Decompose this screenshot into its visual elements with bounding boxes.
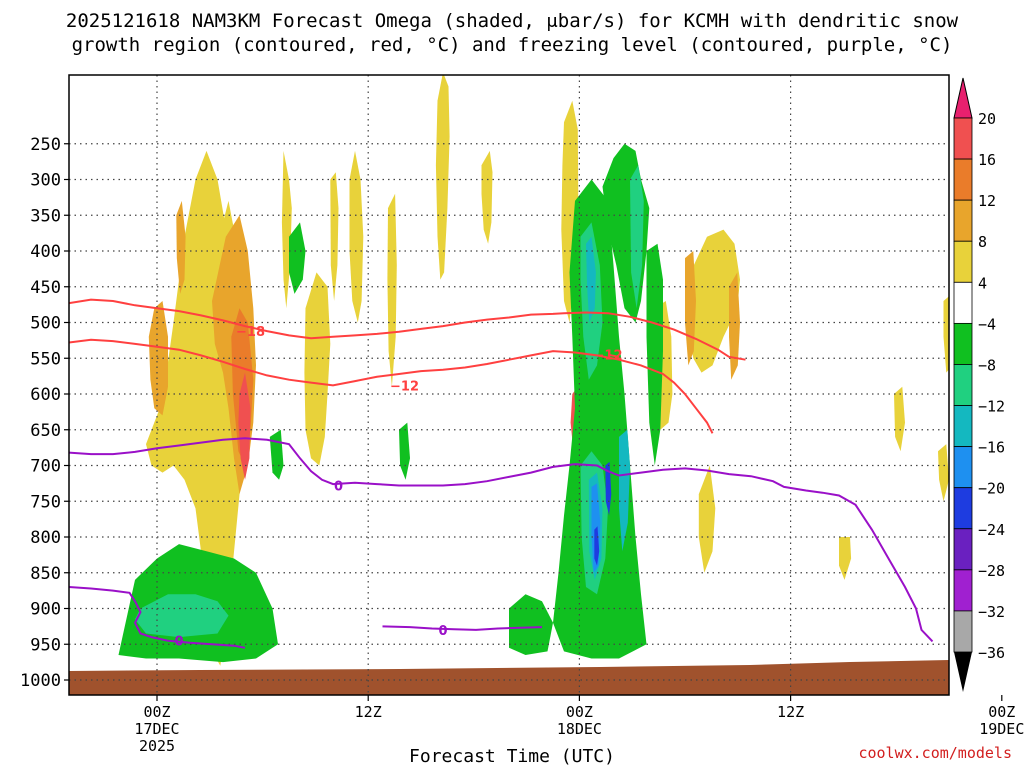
x-axis-title: Forecast Time (UTC) [409, 746, 615, 767]
colorbar-label-11: −28 [978, 562, 1005, 580]
dgz-contour-0 [69, 298, 746, 361]
colorbar-label-0: 20 [978, 110, 996, 128]
xtick-label-36-0: 12Z [777, 703, 804, 721]
colorbar-bin-3 [953, 199, 973, 242]
ytick-label-900: 900 [30, 600, 61, 620]
plot-frame [68, 74, 950, 696]
colorbar-label-5: −4 [978, 315, 996, 333]
ytick-label-300: 300 [30, 171, 61, 191]
freezing-level-contour-2 [69, 586, 246, 649]
omega-region-22 [729, 272, 740, 380]
ytick-label-1000: 1000 [20, 671, 61, 691]
colorbar-label-10: −24 [978, 521, 1005, 539]
omega-region-33 [646, 243, 663, 466]
ytick-label-400: 400 [30, 242, 61, 262]
colorbar-label-4: 4 [978, 274, 987, 292]
omega-region-7 [435, 75, 450, 280]
omega-region-5 [349, 150, 364, 323]
ytick-label-450: 450 [30, 278, 61, 298]
colorbar-bin-1 [953, 117, 973, 160]
xtick-label-24-0: 00Z [566, 703, 593, 721]
ytick-label-350: 350 [30, 206, 61, 226]
dgz-contour-0-label: −18 [236, 325, 265, 340]
omega-region-20 [176, 200, 186, 294]
omega-region-15 [1010, 337, 1024, 423]
freezing-level-contour-0 [69, 437, 934, 643]
colorbar-bin-9 [953, 446, 973, 489]
colorbar-label-8: −16 [978, 439, 1005, 457]
colorbar-bin-5 [953, 281, 973, 324]
xtick-label-0-2: 2025 [139, 737, 175, 755]
dgz-contour-2 [607, 353, 620, 358]
ytick-label-600: 600 [30, 385, 61, 405]
omega-region-6 [387, 193, 397, 387]
colorbar-label-3: 8 [978, 233, 987, 251]
colorbar-bin-11 [953, 528, 973, 571]
omega-region-24 [238, 372, 251, 480]
ytick-label-500: 500 [30, 314, 61, 334]
omega-region-13 [839, 537, 852, 580]
colorbar-label-13: −36 [978, 644, 1005, 662]
xtick-label-48-1: 19DEC [979, 720, 1024, 738]
chart-title-line2: growth region (contoured, red, °C) and f… [71, 34, 953, 56]
ytick-label-800: 800 [30, 528, 61, 548]
colorbar-label-7: −12 [978, 398, 1005, 416]
omega-region-14 [943, 296, 949, 373]
omega-region-3 [304, 272, 331, 466]
colorbar-bin-12 [953, 569, 973, 612]
xtick-label-48-0: 00Z [988, 703, 1015, 721]
omega-region-35 [135, 594, 229, 638]
chart-title-line1: 2025121618 NAM3KM Forecast Omega (shaded… [65, 10, 959, 32]
omega-region-34 [509, 594, 553, 655]
colorbar-label-1: 16 [978, 151, 996, 169]
colorbar-label-2: 12 [978, 192, 996, 210]
dgz-contour-2-label: −12 [594, 349, 623, 364]
colorbar-label-6: −8 [978, 356, 996, 374]
terrain-surface [69, 660, 949, 695]
colorbar-bin-10 [953, 487, 973, 530]
colorbar-bin-4 [953, 240, 973, 283]
colorbar-bottom-arrow [954, 652, 972, 692]
omega-region-41 [619, 429, 630, 552]
colorbar-label-9: −20 [978, 480, 1005, 498]
omega-region-12 [698, 465, 716, 573]
ytick-label-950: 950 [30, 635, 61, 655]
freezing-level-contour-1 [382, 625, 543, 631]
colorbar-bin-2 [953, 158, 973, 201]
omega-region-39 [586, 236, 596, 323]
ytick-label-550: 550 [30, 349, 61, 369]
ytick-label-850: 850 [30, 564, 61, 584]
omega-region-16 [894, 386, 905, 452]
freezing-level-contour-0-label: 0 [334, 480, 343, 495]
omega-region-8 [481, 150, 493, 244]
xtick-label-0-0: 00Z [143, 703, 170, 721]
colorbar-bin-7 [953, 364, 973, 406]
colorbar-bin-8 [953, 405, 973, 448]
xtick-label-24-1: 18DEC [557, 720, 602, 738]
ytick-label-750: 750 [30, 492, 61, 512]
colorbar-label-12: −32 [978, 603, 1005, 621]
omega-region-27 [289, 222, 306, 294]
xtick-label-12-0: 12Z [355, 703, 382, 721]
freezing-level-contour-2-label: 0 [174, 635, 183, 650]
colorbar-bin-13 [953, 610, 973, 653]
credit-text: coolwx.com/models [858, 744, 1012, 762]
omega-region-38 [630, 165, 644, 309]
xtick-label-0-1: 17DEC [134, 720, 179, 738]
ytick-label-700: 700 [30, 457, 61, 477]
omega-region-17 [938, 444, 949, 502]
ytick-label-650: 650 [30, 421, 61, 441]
omega-region-4 [330, 172, 339, 301]
omega-region-44 [605, 461, 612, 516]
dgz-contour-1-label: −12 [390, 379, 419, 394]
freezing-level-contour-1-label: 0 [438, 624, 447, 639]
colorbar-top-arrow [953, 77, 973, 119]
dgz-contour-1 [69, 338, 714, 434]
colorbar-bin-6 [953, 322, 973, 365]
omega-region-29 [399, 422, 410, 480]
ytick-label-250: 250 [30, 135, 61, 155]
omega-region-10 [687, 229, 740, 373]
omega-region-43 [594, 526, 600, 566]
